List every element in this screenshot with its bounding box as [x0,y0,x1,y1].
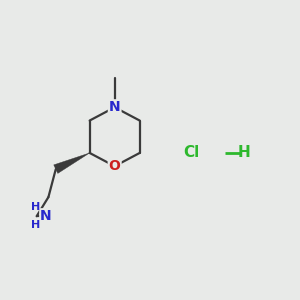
Polygon shape [54,153,90,173]
Text: H: H [32,202,41,212]
Text: O: O [109,159,121,173]
Text: Cl: Cl [183,146,199,160]
Text: H: H [238,146,250,160]
Text: N: N [40,209,52,223]
Text: N: N [109,100,121,114]
Text: H: H [32,220,41,230]
